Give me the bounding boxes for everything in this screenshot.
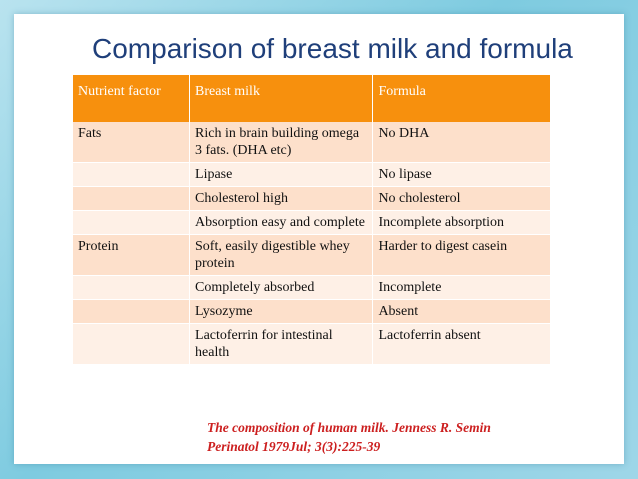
citation: The composition of human milk. Jenness R… [207, 418, 607, 456]
formula-cell: Incomplete absorption [372, 210, 551, 235]
table-row: Lysozyme Absent [73, 299, 551, 324]
breast-milk-cell: Lipase [189, 162, 374, 187]
slide-title-line1: Comparison of breast milk and formula [92, 33, 573, 64]
table-row: Cholesterol high No cholesterol [73, 186, 551, 211]
nutrient-cell [73, 275, 191, 300]
header-nutrient-factor: Nutrient factor [73, 75, 191, 122]
breast-milk-cell: Lactoferrin for intestinal health [189, 323, 374, 365]
table-row: Protein Soft, easily digestible whey pro… [73, 234, 551, 276]
nutrient-cell: Fats [73, 122, 191, 163]
formula-cell: No DHA [372, 122, 551, 163]
header-formula: Formula [372, 75, 551, 122]
breast-milk-cell: Rich in brain building omega 3 fats. (DH… [189, 122, 374, 163]
table-row: Lactoferrin for intestinal health Lactof… [73, 323, 551, 365]
citation-line2: Perinatol 1979Jul; 3(3):225-39 [207, 439, 381, 454]
formula-cell: Absent [372, 299, 551, 324]
nutrient-cell [73, 299, 191, 324]
table-row: Fats Rich in brain building omega 3 fats… [73, 122, 551, 163]
nutrient-cell [73, 323, 191, 365]
header-breast-milk: Breast milk [189, 75, 374, 122]
breast-milk-cell: Absorption easy and complete [189, 210, 374, 235]
breast-milk-cell: Cholesterol high [189, 186, 374, 211]
formula-cell: Lactoferrin absent [372, 323, 551, 365]
citation-line1: The composition of human milk. Jenness R… [207, 420, 491, 435]
nutrient-cell [73, 186, 191, 211]
formula-cell: Incomplete [372, 275, 551, 300]
table-header-row: Nutrient factor Breast milk Formula [73, 75, 551, 122]
nutrient-cell [73, 162, 191, 187]
formula-cell: No lipase [372, 162, 551, 187]
breast-milk-cell: Soft, easily digestible whey protein [189, 234, 374, 276]
table-row: Completely absorbed Incomplete [73, 275, 551, 300]
formula-cell: No cholesterol [372, 186, 551, 211]
nutrient-cell: Protein [73, 234, 191, 276]
nutrient-cell [73, 210, 191, 235]
breast-milk-cell: Completely absorbed [189, 275, 374, 300]
comparison-table: Nutrient factor Breast milk Formula Fats… [73, 75, 551, 365]
table-row: Lipase No lipase [73, 162, 551, 187]
breast-milk-cell: Lysozyme [189, 299, 374, 324]
table-row: Absorption easy and complete Incomplete … [73, 210, 551, 235]
formula-cell: Harder to digest casein [372, 234, 551, 276]
slide-title: Comparison of breast milk and formula mi… [92, 32, 612, 107]
